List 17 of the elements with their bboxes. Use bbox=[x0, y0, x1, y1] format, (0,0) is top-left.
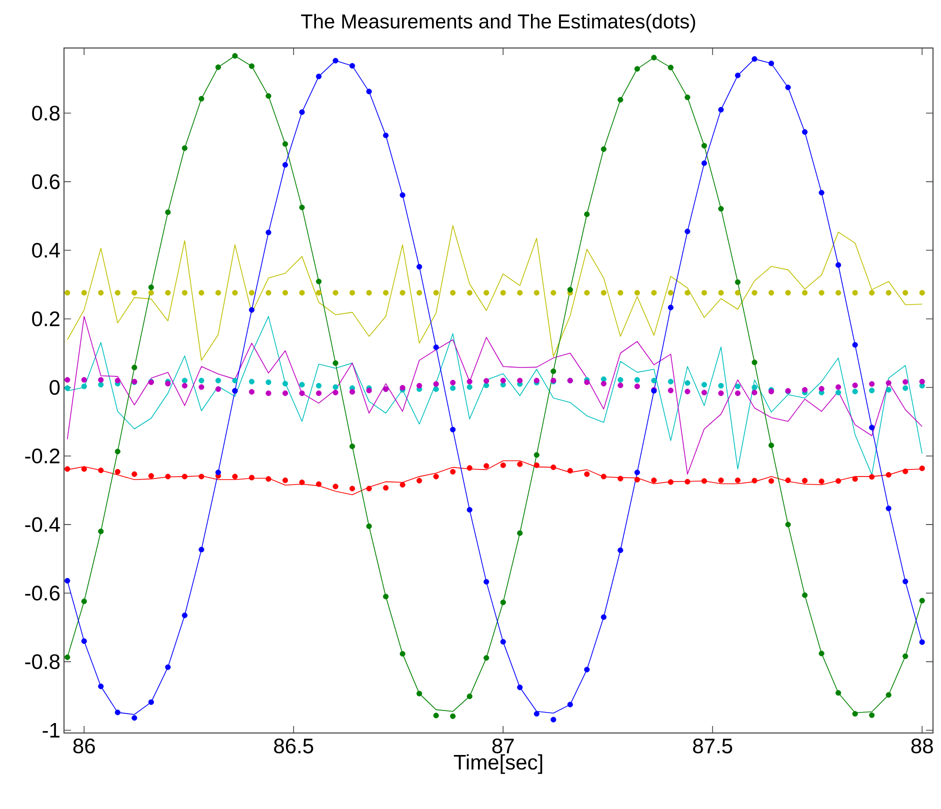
y-tick-label: 0.2 bbox=[32, 311, 60, 326]
y-tick-label: -1 bbox=[42, 723, 60, 738]
x-tick-label: 86.5 bbox=[274, 738, 314, 754]
y-tick-label: 0.4 bbox=[32, 242, 60, 258]
y-tick-label: -0.8 bbox=[25, 654, 60, 670]
y-tick-label: 0.6 bbox=[32, 174, 60, 190]
x-tick-label: 87 bbox=[492, 738, 514, 754]
y-tick-label: -0.4 bbox=[25, 517, 60, 532]
x-tick-label: 88 bbox=[911, 738, 933, 754]
y-tick-label: 0.8 bbox=[32, 106, 60, 121]
x-tick-label: 87.5 bbox=[693, 738, 732, 754]
y-tick-label: -0.2 bbox=[25, 448, 60, 464]
y-tick-label: 0 bbox=[50, 380, 60, 395]
y-tick-label: -0.6 bbox=[25, 586, 60, 601]
chart-title: The Measurements and The Estimates(dots) bbox=[301, 14, 696, 32]
x-tick-label: 86 bbox=[73, 738, 95, 754]
x-axis-title: Time[sec] bbox=[454, 754, 542, 774]
